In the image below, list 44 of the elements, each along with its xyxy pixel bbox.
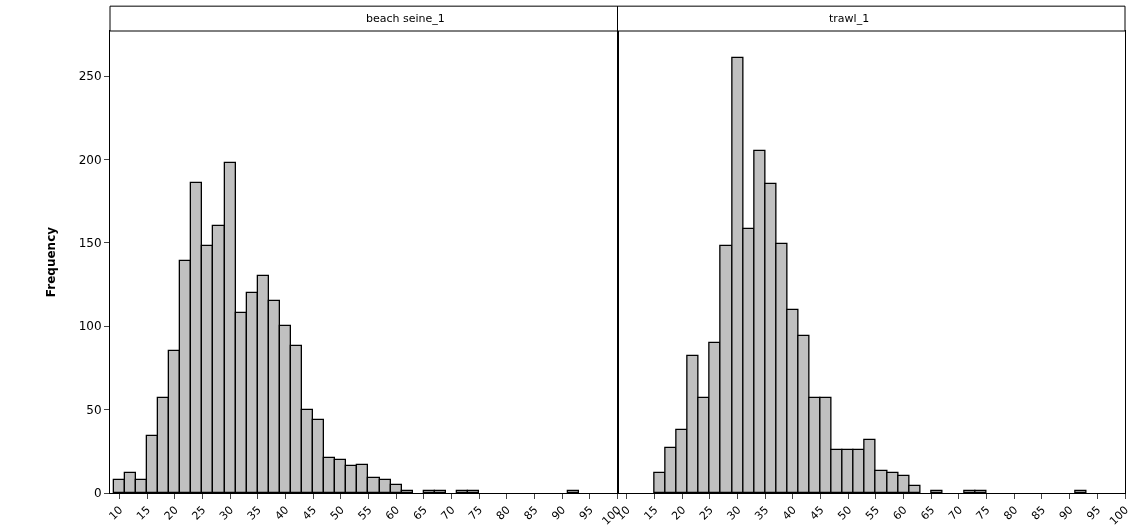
x-tick-label: 95 — [1084, 503, 1104, 523]
x-tick-label: 40 — [779, 503, 799, 523]
x-tick-label: 50 — [835, 503, 855, 523]
x-tick-label: 55 — [355, 503, 375, 523]
x-tick-label: 80 — [1001, 503, 1021, 523]
x-tick-label: 85 — [1028, 503, 1048, 523]
y-tick-label: 100 — [78, 319, 102, 334]
x-tick-label: 45 — [807, 503, 827, 523]
x-tick-label: 45 — [300, 503, 320, 523]
x-tick-label: 15 — [134, 503, 154, 523]
x-tick-label: 70 — [438, 503, 458, 523]
y-tick-label: 200 — [78, 152, 102, 167]
x-tick-label: 35 — [244, 503, 264, 523]
x-tick-label: 20 — [161, 503, 181, 523]
x-tick-label: 10 — [106, 503, 126, 523]
x-tick-label: 60 — [890, 503, 910, 523]
x-tick-label: 20 — [669, 503, 689, 523]
x-tick-label: 15 — [641, 503, 661, 523]
x-tick-label: 55 — [862, 503, 882, 523]
x-tick-label: 40 — [272, 503, 292, 523]
x-tick-label: 90 — [1056, 503, 1076, 523]
x-tick-label: 75 — [973, 503, 993, 523]
x-tick-label: 35 — [752, 503, 772, 523]
x-tick-label: 50 — [327, 503, 347, 523]
chart-title: trawl_1 — [829, 12, 870, 25]
y-tick-label: 50 — [86, 402, 102, 417]
x-tick-label: 95 — [576, 503, 596, 523]
x-tick-label: 25 — [189, 503, 209, 523]
x-tick-label: 25 — [696, 503, 716, 523]
y-tick-label: 250 — [78, 69, 102, 84]
y-tick-label: 0 — [93, 486, 102, 501]
x-tick-label: 75 — [466, 503, 486, 523]
chart-title: beach seine_1 — [366, 12, 445, 25]
y-axis-title: Frequency — [43, 226, 58, 298]
y-tick-label: 150 — [78, 236, 102, 251]
x-tick-label: 30 — [217, 503, 237, 523]
x-tick-label: 65 — [410, 503, 430, 523]
x-tick-label: 70 — [945, 503, 965, 523]
x-tick-label: 65 — [918, 503, 938, 523]
x-tick-label: 90 — [549, 503, 569, 523]
x-tick-label: 85 — [521, 503, 541, 523]
x-tick-label: 60 — [383, 503, 403, 523]
x-tick-label: 30 — [724, 503, 744, 523]
x-tick-label: 80 — [493, 503, 513, 523]
